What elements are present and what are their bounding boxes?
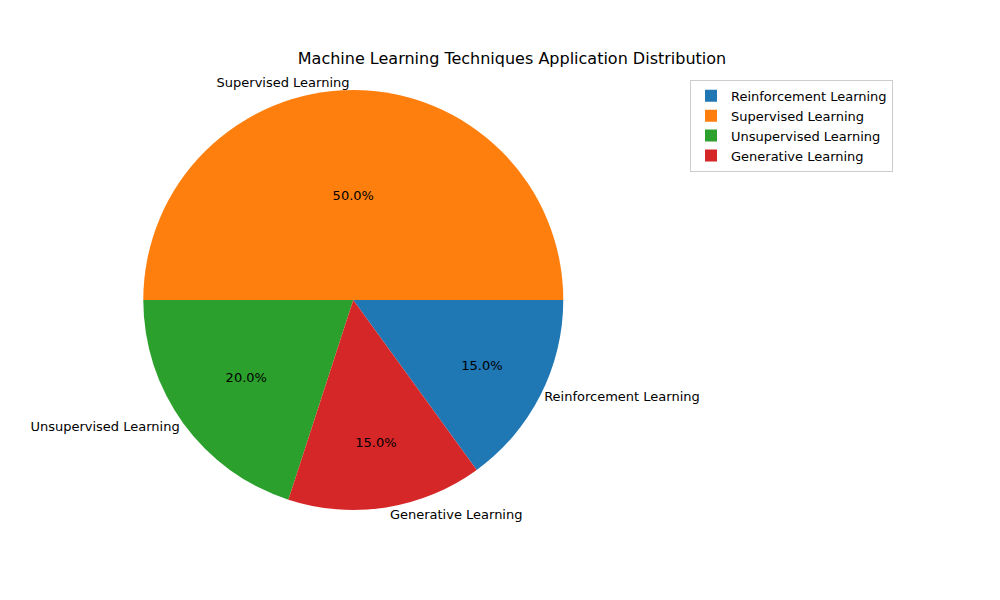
svg-text:Reinforcement Learning: Reinforcement Learning: [731, 89, 887, 104]
svg-text:Generative Learning: Generative Learning: [390, 507, 523, 522]
svg-text:Reinforcement Learning: Reinforcement Learning: [544, 389, 700, 404]
svg-text:Generative Learning: Generative Learning: [731, 149, 864, 164]
svg-text:20.0%: 20.0%: [226, 370, 267, 385]
svg-text:Supervised Learning: Supervised Learning: [217, 75, 350, 90]
svg-text:15.0%: 15.0%: [461, 358, 502, 373]
svg-text:Unsupervised Learning: Unsupervised Learning: [731, 129, 880, 144]
svg-text:Supervised Learning: Supervised Learning: [731, 109, 864, 124]
svg-text:50.0%: 50.0%: [333, 188, 374, 203]
svg-text:Unsupervised Learning: Unsupervised Learning: [30, 419, 179, 434]
svg-text:Machine Learning Techniques Ap: Machine Learning Techniques Application …: [298, 49, 726, 68]
svg-text:15.0%: 15.0%: [355, 435, 396, 450]
